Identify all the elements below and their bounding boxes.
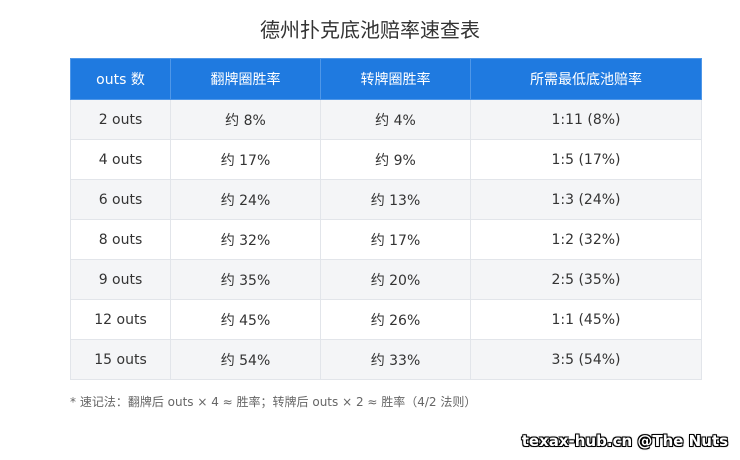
table-row: 4 outs 约 17% 约 9% 1:5 (17%) [70, 139, 702, 180]
table-row: 9 outs 约 35% 约 20% 2:5 (35%) [70, 259, 702, 300]
page-title: 德州扑克底池赔率速查表 [260, 18, 480, 42]
cell-outs: 4 outs [70, 139, 171, 180]
cell-turn-equity: 约 13% [320, 179, 471, 220]
cell-pot-odds: 1:1 (45%) [470, 299, 702, 340]
watermark: texax-hub.cn @The Nuts [521, 432, 728, 450]
table-header-row: outs 数 翻牌圈胜率 转牌圈胜率 所需最低底池赔率 [70, 58, 702, 100]
cell-pot-odds: 2:5 (35%) [470, 259, 702, 300]
cell-outs: 6 outs [70, 179, 171, 220]
footnote: * 速记法：翻牌后 outs × 4 ≈ 胜率；转牌后 outs × 2 ≈ 胜… [70, 395, 477, 409]
table-row: 8 outs 约 32% 约 17% 1:2 (32%) [70, 219, 702, 260]
header-turn-equity: 转牌圈胜率 [320, 58, 471, 100]
cell-pot-odds: 1:5 (17%) [470, 139, 702, 180]
cell-pot-odds: 3:5 (54%) [470, 339, 702, 380]
cell-flop-equity: 约 24% [170, 179, 321, 220]
cell-outs: 8 outs [70, 219, 171, 260]
table-row: 12 outs 约 45% 约 26% 1:1 (45%) [70, 299, 702, 340]
cell-turn-equity: 约 4% [320, 99, 471, 140]
cell-flop-equity: 约 54% [170, 339, 321, 380]
header-required-pot-odds: 所需最低底池赔率 [470, 58, 702, 100]
cell-outs: 9 outs [70, 259, 171, 300]
table-row: 2 outs 约 8% 约 4% 1:11 (8%) [70, 99, 702, 140]
cell-pot-odds: 1:11 (8%) [470, 99, 702, 140]
cell-turn-equity: 约 26% [320, 299, 471, 340]
cell-flop-equity: 约 32% [170, 219, 321, 260]
cell-outs: 2 outs [70, 99, 171, 140]
table-row: 15 outs 约 54% 约 33% 3:5 (54%) [70, 339, 702, 380]
cell-pot-odds: 1:3 (24%) [470, 179, 702, 220]
cell-turn-equity: 约 20% [320, 259, 471, 300]
header-outs: outs 数 [70, 58, 171, 100]
header-flop-equity: 翻牌圈胜率 [170, 58, 321, 100]
cell-outs: 15 outs [70, 339, 171, 380]
table-row: 6 outs 约 24% 约 13% 1:3 (24%) [70, 179, 702, 220]
cell-flop-equity: 约 8% [170, 99, 321, 140]
cell-flop-equity: 约 17% [170, 139, 321, 180]
pot-odds-table: outs 数 翻牌圈胜率 转牌圈胜率 所需最低底池赔率 2 outs 约 8% … [70, 58, 702, 380]
cell-pot-odds: 1:2 (32%) [470, 219, 702, 260]
cell-flop-equity: 约 45% [170, 299, 321, 340]
cell-turn-equity: 约 17% [320, 219, 471, 260]
cell-turn-equity: 约 9% [320, 139, 471, 180]
cell-outs: 12 outs [70, 299, 171, 340]
cell-flop-equity: 约 35% [170, 259, 321, 300]
cell-turn-equity: 约 33% [320, 339, 471, 380]
